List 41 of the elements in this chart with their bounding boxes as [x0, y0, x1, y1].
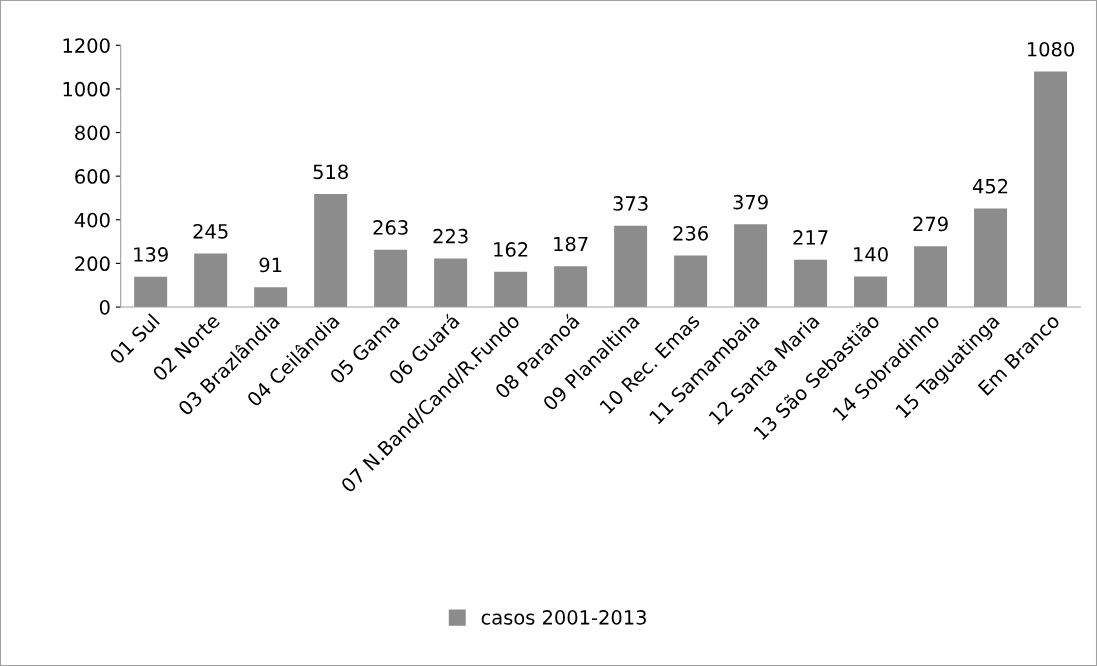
data-label: 518 [313, 164, 348, 180]
bar [974, 208, 1008, 308]
y-tick-label: 600 [75, 169, 110, 184]
y-tick-label: 200 [75, 256, 110, 272]
bar [674, 255, 708, 308]
bar [494, 271, 528, 308]
data-label: 263 [373, 220, 408, 235]
data-label: 187 [554, 236, 588, 252]
data-label: 452 [972, 178, 1008, 194]
bar [134, 276, 168, 308]
data-label: 373 [613, 196, 648, 211]
bar [734, 224, 768, 308]
data-label: 279 [913, 216, 948, 232]
y-tick-label: 400 [74, 212, 110, 228]
x-tick-label: 01 Sul [108, 313, 161, 365]
data-label: 162 [494, 242, 528, 257]
y-tick-label: 1000 [63, 81, 110, 97]
data-label: 217 [793, 230, 828, 245]
bar [1034, 71, 1068, 308]
bar [794, 259, 828, 308]
y-tick-label: 1200 [63, 38, 110, 53]
legend-label: casos 2001-2013 [481, 610, 646, 625]
bar [254, 287, 288, 308]
bar [374, 249, 408, 308]
data-label: 140 [854, 246, 888, 262]
bar [434, 258, 468, 308]
y-tick-label: 800 [75, 125, 110, 141]
data-label: 139 [134, 247, 168, 262]
y-tick-label: 0 [99, 299, 110, 315]
bar [914, 246, 948, 308]
bar [614, 225, 648, 308]
bar [854, 276, 888, 308]
bar [194, 253, 228, 308]
data-label: 236 [673, 225, 708, 241]
data-label: 379 [733, 194, 768, 210]
bar [554, 266, 588, 308]
data-label: 1080 [1027, 41, 1074, 57]
data-label: 245 [193, 224, 228, 239]
bar [314, 194, 348, 308]
data-label: 91 [259, 257, 282, 273]
data-label: 223 [433, 228, 468, 244]
